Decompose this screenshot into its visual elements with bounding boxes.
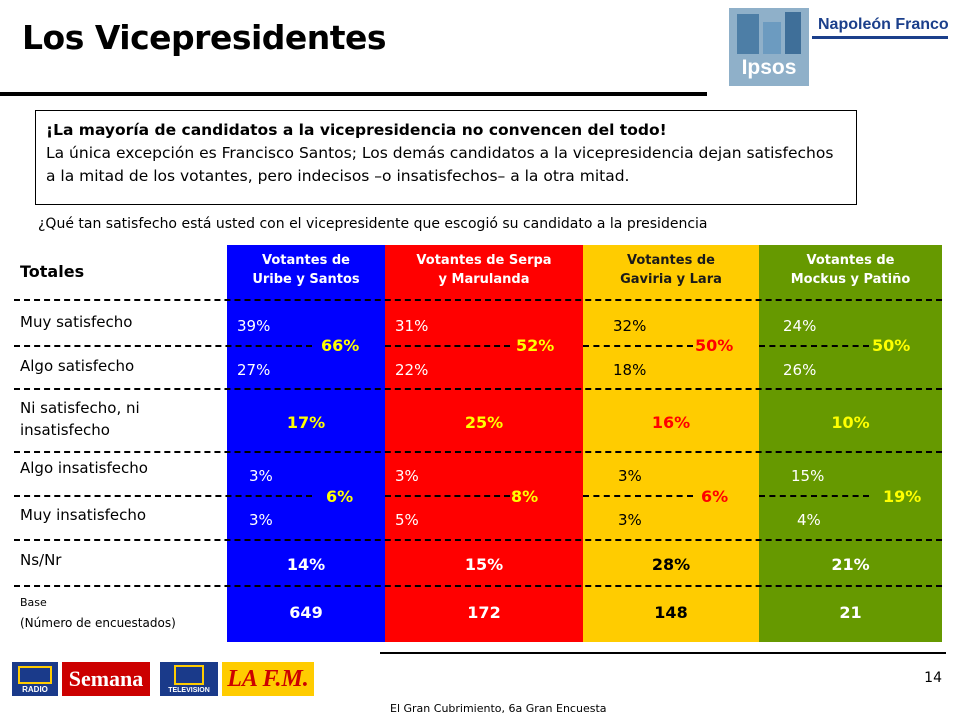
row-label-ni-satisfecho: Ni satisfecho, ni insatisfecho xyxy=(20,399,140,439)
value-muy-insatisfecho: 5% xyxy=(395,511,419,529)
value-satisfecho-total: 50% xyxy=(872,336,911,355)
row-divider xyxy=(385,345,510,347)
row-divider xyxy=(14,388,942,390)
row-label-nsnr: Ns/Nr xyxy=(20,551,62,569)
value-muy-insatisfecho: 4% xyxy=(797,511,821,529)
value-ni-satisfecho: 17% xyxy=(286,413,326,432)
value-satisfecho-total: 52% xyxy=(516,336,555,355)
value-satisfecho-total: 50% xyxy=(695,336,734,355)
ipsos-logo: Ipsos xyxy=(729,8,809,86)
value-muy-satisfecho: 24% xyxy=(783,317,817,335)
value-muy-insatisfecho: 3% xyxy=(618,511,642,529)
note-headline: ¡La mayoría de candidatos a la vicepresi… xyxy=(46,121,667,139)
value-base: 21 xyxy=(839,603,862,622)
row-label-algo-satisfecho: Algo satisfecho xyxy=(20,357,135,375)
column-serpa-marulanda: Votantes de Serpa y Marulanda 31% 22% 52%… xyxy=(385,245,583,642)
note-body: La única excepción es Francisco Santos; … xyxy=(46,144,834,185)
page-number: 14 xyxy=(924,670,942,686)
value-insatisfecho-total: 19% xyxy=(883,487,922,506)
rcn-radio-logo: RADIO xyxy=(12,662,58,696)
value-muy-satisfecho: 32% xyxy=(613,317,647,335)
page-title: Los Vicepresidentes xyxy=(22,18,387,57)
row-divider xyxy=(14,345,312,347)
value-ni-satisfecho: 16% xyxy=(651,413,691,432)
row-divider xyxy=(583,345,693,347)
value-nsnr: 15% xyxy=(464,555,504,574)
row-divider xyxy=(14,585,942,587)
value-base: 649 xyxy=(289,603,323,622)
row-label-algo-insatisfecho: Algo insatisfecho xyxy=(20,459,148,477)
survey-question: ¿Qué tan satisfecho está usted con el vi… xyxy=(38,216,708,232)
semana-logo: Semana xyxy=(62,662,150,696)
summary-note-box: ¡La mayoría de candidatos a la vicepresi… xyxy=(35,110,857,205)
row-divider xyxy=(583,495,693,497)
napoleon-franco-underline xyxy=(812,36,948,39)
row-divider xyxy=(14,539,942,541)
value-insatisfecho-total: 6% xyxy=(326,487,354,506)
row-divider xyxy=(759,495,869,497)
value-muy-satisfecho: 39% xyxy=(237,317,271,335)
value-algo-satisfecho: 26% xyxy=(783,361,817,379)
column-gaviria-lara: Votantes de Gaviria y Lara 32% 18% 50% 16… xyxy=(583,245,759,642)
value-nsnr: 28% xyxy=(651,555,691,574)
row-divider xyxy=(14,451,942,453)
value-nsnr: 21% xyxy=(831,555,870,574)
row-label-muy-insatisfecho: Muy insatisfecho xyxy=(20,506,147,524)
value-algo-satisfecho: 18% xyxy=(613,361,647,379)
row-divider xyxy=(759,345,869,347)
value-insatisfecho-total: 8% xyxy=(511,487,539,506)
title-divider xyxy=(0,92,707,96)
results-table: Votantes de Uribe y Santos 39% 27% 66% 17… xyxy=(14,245,942,642)
row-label-muy-satisfecho: Muy satisfecho xyxy=(20,313,133,331)
value-satisfecho-total: 66% xyxy=(321,336,360,355)
footer-text: El Gran Cubrimiento, 6a Gran Encuesta xyxy=(390,702,607,715)
row-divider xyxy=(385,495,510,497)
value-algo-satisfecho: 22% xyxy=(395,361,429,379)
rcn-tv-logo: TELEVISION xyxy=(160,662,218,696)
value-algo-insatisfecho: 15% xyxy=(791,467,825,485)
column-mockus-patino: Votantes de Mockus y Patiño 24% 26% 50% 1… xyxy=(759,245,942,642)
value-base: 172 xyxy=(467,603,501,622)
value-algo-insatisfecho: 3% xyxy=(249,467,273,485)
value-ni-satisfecho: 25% xyxy=(464,413,504,432)
value-algo-satisfecho: 27% xyxy=(237,361,271,379)
totals-label: Totales xyxy=(20,262,85,281)
value-ni-satisfecho: 10% xyxy=(831,413,870,432)
value-algo-insatisfecho: 3% xyxy=(618,467,642,485)
row-divider xyxy=(14,299,942,301)
value-base: 148 xyxy=(654,603,688,622)
value-algo-insatisfecho: 3% xyxy=(395,467,419,485)
napoleon-franco-logo: Napoleón Franco xyxy=(818,16,949,33)
value-muy-satisfecho: 31% xyxy=(395,317,429,335)
row-divider xyxy=(14,495,312,497)
column-uribe-santos: Votantes de Uribe y Santos 39% 27% 66% 17… xyxy=(227,245,385,642)
value-insatisfecho-total: 6% xyxy=(701,487,729,506)
footer-divider xyxy=(380,652,946,654)
row-label-base: Base (Número de encuestados) xyxy=(20,596,176,630)
value-nsnr: 14% xyxy=(286,555,326,574)
la-fm-logo: LA F.M. xyxy=(222,662,314,696)
value-muy-insatisfecho: 3% xyxy=(249,511,273,529)
